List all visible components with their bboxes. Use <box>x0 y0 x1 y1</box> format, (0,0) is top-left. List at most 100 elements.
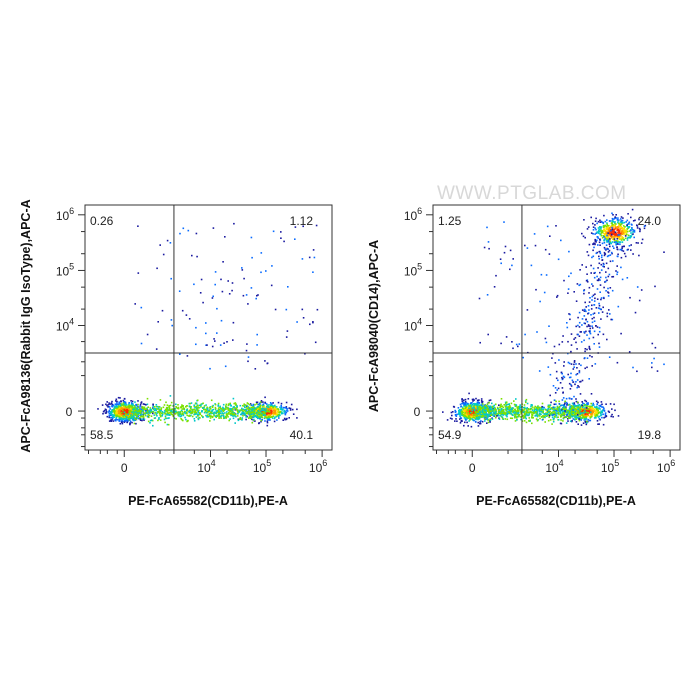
scatter-point <box>128 402 130 404</box>
scatter-point <box>263 408 266 411</box>
scatter-point <box>584 409 586 411</box>
scatter-point <box>150 419 153 421</box>
scatter-point <box>603 229 605 232</box>
scatter-point <box>504 412 507 415</box>
scatter-point <box>621 245 624 248</box>
scatter-point <box>260 414 263 416</box>
scatter-point <box>489 405 491 408</box>
scatter-point <box>516 408 519 411</box>
scatter-point <box>119 416 122 418</box>
scatter-point <box>111 418 114 420</box>
x-tick-label: 106 <box>309 458 327 475</box>
scatter-point <box>266 405 268 408</box>
scatter-point <box>255 407 258 409</box>
scatter-point <box>455 414 457 417</box>
scatter-point <box>570 372 572 375</box>
scatter-point <box>521 420 524 422</box>
scatter-point <box>129 420 132 423</box>
scatter-point <box>158 410 160 413</box>
scatter-point <box>471 408 473 411</box>
scatter-point <box>538 406 541 409</box>
scatter-point <box>138 411 140 413</box>
scatter-point <box>590 308 593 310</box>
scatter-point <box>224 412 226 414</box>
scatter-point <box>279 414 281 417</box>
scatter-point <box>216 414 219 417</box>
scatter-point <box>146 403 149 406</box>
scatter-point <box>140 408 142 411</box>
scatter-point <box>559 382 562 384</box>
scatter-point <box>624 226 626 228</box>
scatter-point <box>605 249 607 251</box>
scatter-point <box>599 412 602 415</box>
scatter-point <box>575 398 577 400</box>
scatter-point <box>587 414 590 416</box>
scatter-point <box>150 409 153 412</box>
scatter-point <box>167 412 170 414</box>
scatter-point <box>627 222 630 225</box>
scatter-point <box>262 401 264 403</box>
scatter-point <box>602 306 604 309</box>
scatter-point <box>160 412 163 415</box>
scatter-point <box>585 418 587 420</box>
scatter-point <box>625 231 628 233</box>
scatter-point <box>480 411 483 413</box>
scatter-point <box>218 415 220 418</box>
scatter-point <box>482 405 485 408</box>
scatter-point <box>248 409 251 412</box>
scatter-point <box>136 410 139 413</box>
scatter-point <box>223 342 225 344</box>
scatter-point <box>592 336 595 339</box>
scatter-point <box>476 408 479 411</box>
scatter-point <box>620 237 623 240</box>
scatter-point <box>572 407 575 409</box>
scatter-point <box>619 243 621 246</box>
y-tick-label: 0 <box>66 405 73 419</box>
scatter-point <box>616 238 619 240</box>
scatter-point <box>272 230 275 233</box>
scatter-point <box>551 416 554 418</box>
scatter-point <box>264 412 266 414</box>
scatter-point <box>607 239 610 242</box>
scatter-point <box>509 408 512 411</box>
scatter-point <box>497 414 500 416</box>
scatter-point <box>552 406 554 409</box>
scatter-point <box>152 407 154 409</box>
scatter-point <box>500 408 503 410</box>
scatter-point <box>285 336 288 338</box>
scatter-point <box>112 414 114 416</box>
scatter-point <box>473 419 475 422</box>
scatter-point <box>281 409 283 411</box>
y-tick-label: 105 <box>56 261 74 278</box>
scatter-point <box>588 309 590 311</box>
scatter-point <box>156 415 158 417</box>
scatter-point <box>475 408 477 410</box>
scatter-point <box>178 290 181 292</box>
scatter-point <box>588 408 591 410</box>
scatter-point <box>256 401 259 404</box>
scatter-point <box>569 388 572 390</box>
scatter-point <box>623 245 625 248</box>
scatter-point <box>269 416 272 418</box>
scatter-point <box>593 304 595 306</box>
scatter-point <box>255 415 257 418</box>
scatter-point <box>629 296 631 299</box>
scatter-point <box>260 419 263 422</box>
scatter-point <box>496 415 498 417</box>
scatter-point <box>620 266 622 269</box>
scatter-point <box>568 407 571 409</box>
scatter-point <box>173 417 176 419</box>
scatter-point <box>538 410 540 413</box>
scatter-point <box>506 413 508 415</box>
scatter-point <box>544 421 546 423</box>
scatter-point <box>476 415 478 418</box>
scatter-point <box>572 418 575 420</box>
scatter-point <box>520 408 523 411</box>
scatter-point <box>611 230 614 233</box>
scatter-point <box>541 405 543 408</box>
scatter-point <box>528 420 530 422</box>
scatter-point <box>608 238 611 240</box>
scatter-point <box>129 418 131 420</box>
scatter-point <box>220 278 222 281</box>
scatter-point <box>461 413 463 415</box>
